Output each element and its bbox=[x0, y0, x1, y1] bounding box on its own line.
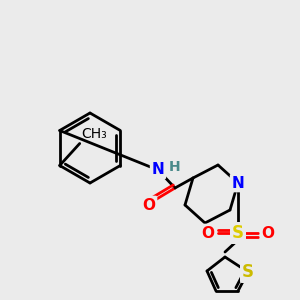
Text: N: N bbox=[152, 163, 164, 178]
Text: O: O bbox=[142, 197, 155, 212]
Text: H: H bbox=[169, 160, 181, 174]
Text: S: S bbox=[232, 224, 244, 242]
Text: CH₃: CH₃ bbox=[82, 127, 107, 140]
Text: O: O bbox=[202, 226, 214, 241]
Text: O: O bbox=[262, 226, 275, 241]
Text: S: S bbox=[242, 263, 254, 281]
Text: N: N bbox=[232, 176, 244, 190]
